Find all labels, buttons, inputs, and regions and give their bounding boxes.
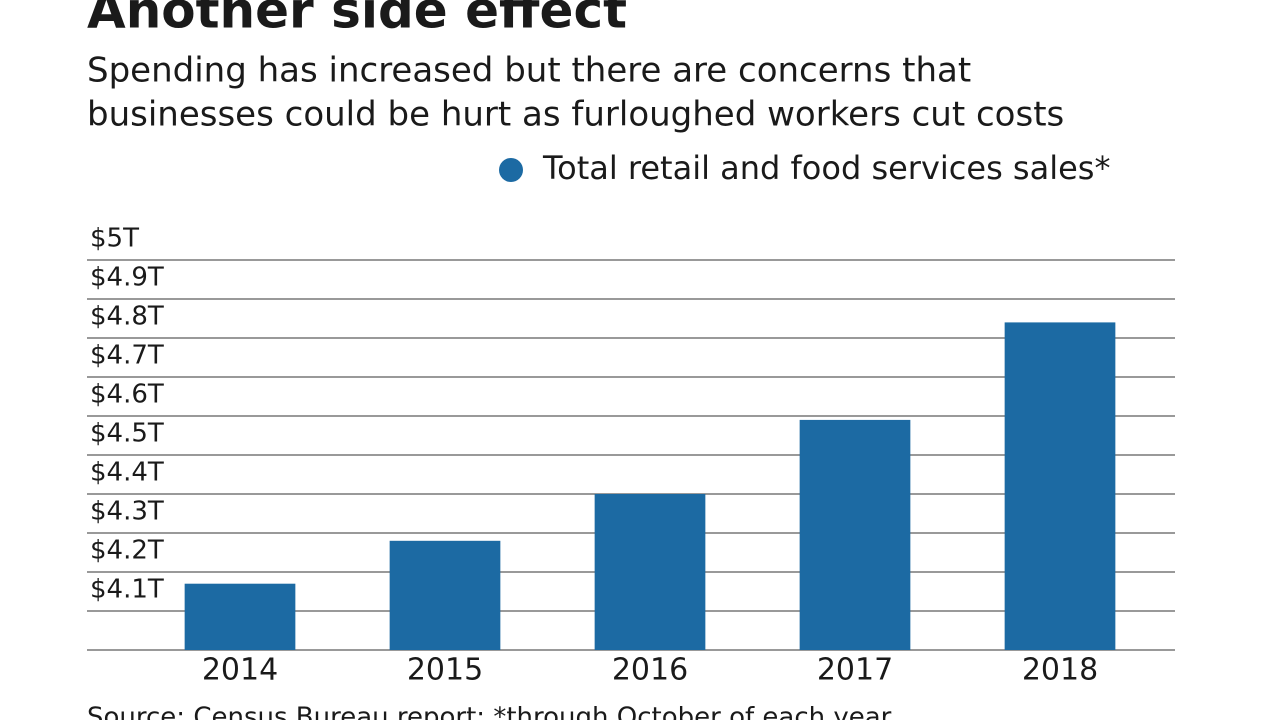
x-tick-label: 2017 <box>817 653 893 688</box>
x-tick-label: 2018 <box>1022 653 1098 688</box>
legend-label: Total retail and food services sales* <box>542 149 1110 187</box>
bar <box>799 419 911 650</box>
bar <box>1004 322 1116 650</box>
y-tick-label: $4.9T <box>90 263 164 293</box>
bar <box>594 494 706 650</box>
x-tick-label: 2015 <box>407 653 483 688</box>
y-tick-label: $4.1T <box>90 575 164 605</box>
source-note: Source: Census Bureau report; *through O… <box>87 703 892 720</box>
y-tick-label: $4.8T <box>90 302 164 332</box>
y-tick-label: $4.7T <box>90 341 164 371</box>
chart-title: Another side effect <box>87 0 627 40</box>
y-tick-label: $4.6T <box>90 380 164 410</box>
x-tick-label: 2016 <box>612 653 688 688</box>
y-tick-label: $4.2T <box>90 536 164 566</box>
y-tick-label: $4.3T <box>90 497 164 527</box>
y-tick-label: $5T <box>90 224 139 254</box>
chart-subtitle: businesses could be hurt as furloughed w… <box>87 95 1064 135</box>
bar <box>184 583 296 650</box>
chart-subtitle: Spending has increased but there are con… <box>87 51 971 91</box>
legend-marker <box>499 158 523 182</box>
y-tick-label: $4.5T <box>90 419 164 449</box>
y-tick-label: $4.4T <box>90 458 164 488</box>
bar <box>389 540 501 650</box>
x-tick-label: 2014 <box>202 653 278 688</box>
